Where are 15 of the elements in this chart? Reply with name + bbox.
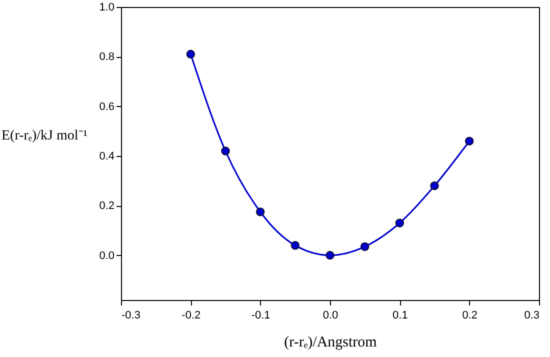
x-tick-label: 0.3 bbox=[524, 310, 540, 322]
x-tick-label: 0.2 bbox=[462, 310, 478, 322]
y-tick-label: 0.6 bbox=[99, 100, 114, 113]
y-tick-label: 0.2 bbox=[99, 200, 114, 212]
x-tick-label: 0.0 bbox=[322, 310, 338, 322]
y-tick-label: 0.0 bbox=[99, 250, 114, 262]
x-tick-label: 0.1 bbox=[392, 310, 408, 322]
x-tick-label: -0.3 bbox=[122, 310, 140, 322]
x-axis-title: (r-rₑ)/Angstrom bbox=[284, 334, 378, 350]
y-tick-label: 0.8 bbox=[99, 51, 114, 64]
x-tick-label: -0.2 bbox=[182, 310, 201, 322]
y-tick-label: 1.0 bbox=[99, 2, 114, 14]
y-axis-title: E(r-rₑ)/kJ mol⁻¹ bbox=[2, 128, 88, 144]
y-tick-label: 0.4 bbox=[99, 150, 114, 162]
x-tick-label: -0.1 bbox=[251, 310, 270, 322]
